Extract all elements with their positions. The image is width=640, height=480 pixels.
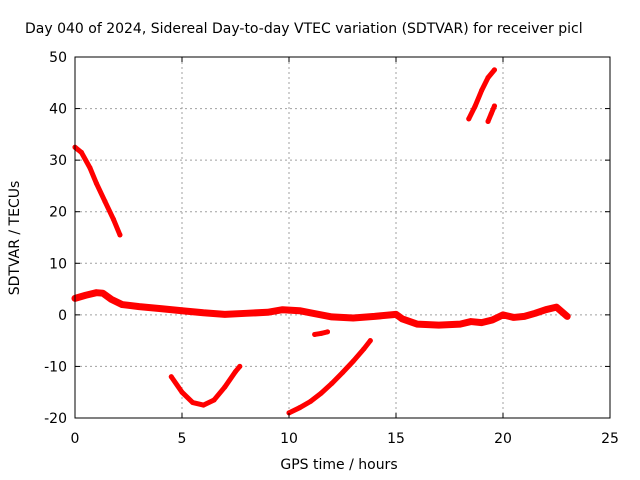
data-point [168,374,174,380]
data-point [318,330,324,336]
y-tick-label: -10 [44,359,67,375]
series-seg-high-b [485,103,497,124]
x-axis-label: GPS time / hours [280,457,397,473]
data-point [511,314,517,320]
y-tick-label: -20 [44,411,67,427]
data-point [93,290,99,296]
data-point [329,314,335,320]
data-point [468,319,474,325]
data-point [222,311,228,317]
data-point [485,75,491,81]
x-tick-label: 25 [601,431,619,447]
data-point [350,358,356,364]
x-tick-label: 20 [494,431,512,447]
data-point [297,308,303,314]
y-tick-label: 30 [49,153,67,169]
axis-ticks: 0 5 10 15 20 25 -20 -10 0 10 20 30 40 50 [44,50,619,447]
data-point [361,346,367,352]
y-tick-label: 20 [49,205,67,221]
data-point [312,331,318,337]
data-point [500,312,506,318]
data-point [87,165,93,171]
y-axis-label: SDTVAR / TECUs [7,181,23,296]
y-tick-label: 0 [58,308,67,324]
data-point [491,103,497,109]
data-point [457,321,463,327]
data-point [479,320,485,326]
chart-title: Day 040 of 2024, Sidereal Day-to-day VTE… [25,21,583,37]
data-point [111,216,117,222]
data-point [307,398,313,404]
series-seg-high-a [466,67,497,122]
data-point [179,389,185,395]
data-point [286,410,292,416]
data-point [414,321,420,327]
y-tick-label: 50 [49,50,67,66]
data-point [78,149,84,155]
data-point [190,400,196,406]
data-point [532,310,538,316]
series-trace [286,338,373,416]
data-point [399,316,405,322]
data-point [222,384,228,390]
data-point [466,116,472,122]
data-point [297,405,303,411]
data-point [237,363,243,369]
data-point [119,302,125,308]
data-point [100,290,106,296]
x-tick-label: 5 [178,431,187,447]
data-point [543,307,549,313]
y-tick-label: 10 [49,256,67,272]
data-point [488,111,494,117]
data-point [307,310,313,316]
data-point [243,310,249,316]
data-point [393,311,399,317]
series-main [71,289,571,329]
data-point [200,402,206,408]
data-point [489,317,495,323]
data-point [83,292,89,298]
data-point [350,315,356,321]
grid-lines [75,57,610,418]
data-point [179,308,185,314]
series-seg-rise [286,338,373,416]
x-tick-label: 10 [280,431,298,447]
data-point [117,232,123,238]
data-point [329,380,335,386]
data-point [554,304,559,310]
y-tick-label: 40 [49,102,67,118]
data-point [318,390,324,396]
x-tick-label: 0 [71,431,80,447]
data-point [102,198,108,204]
data-point [340,370,345,376]
data-point [158,306,164,312]
data-point [136,304,142,310]
plot-frame [74,56,611,419]
data-point [485,118,491,124]
data-point [93,180,99,186]
data-point [472,103,478,109]
data-point [108,296,114,302]
data-point [564,313,570,319]
x-tick-label: 15 [387,431,405,447]
data-point [367,338,373,344]
data-point [491,67,497,73]
data-point [211,397,217,403]
series-seg-short [312,329,331,337]
series-trace [71,289,571,329]
data-point [233,369,238,375]
data-point [372,313,378,319]
data-point [479,88,485,94]
data-point [325,329,331,335]
data-point [200,310,206,316]
series-seg-early-descent [72,144,123,238]
data-point [436,322,442,328]
data-point [265,309,271,315]
data-point [521,313,527,319]
data-point [280,307,286,313]
data-points [71,67,571,416]
series-seg-trough [168,363,243,408]
